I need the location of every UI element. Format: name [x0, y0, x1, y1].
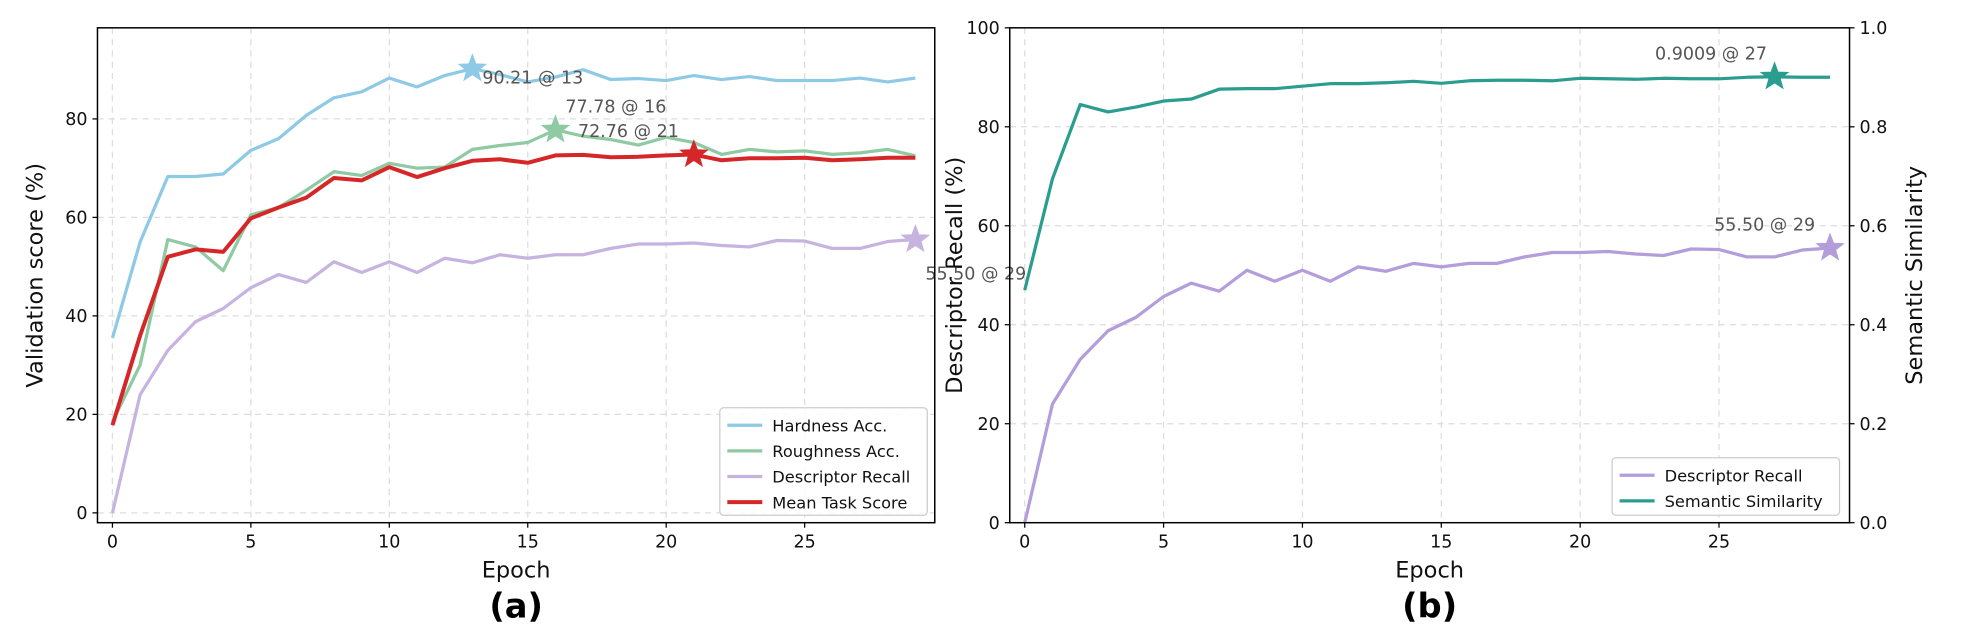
- legend-item: Descriptor Recall: [1619, 466, 1803, 485]
- y-right-tick-label: 0.6: [1860, 217, 1888, 237]
- x-tick-label: 5: [1158, 533, 1169, 553]
- x-axis-label: Epoch: [1395, 558, 1464, 584]
- y-tick-label: 80: [977, 118, 999, 138]
- series-line-hardness-acc-: [110, 67, 916, 339]
- y-tick-label: 0: [76, 504, 87, 524]
- y-tick-label: 80: [65, 110, 87, 130]
- legend-label: Semantic Similarity: [1665, 492, 1823, 511]
- x-tick-label: 0: [107, 533, 118, 553]
- y-right-tick-label: 0.8: [1860, 118, 1888, 138]
- legend-label: Hardness Acc.: [772, 416, 887, 435]
- legend-label: Mean Task Score: [772, 493, 907, 512]
- legend-label: Descriptor Recall: [1665, 466, 1803, 485]
- y-tick-label: 100: [966, 19, 999, 39]
- legend: Descriptor Recall Semantic Similarity: [1611, 457, 1841, 516]
- x-tick-label: 5: [245, 533, 256, 553]
- y-tick-label: 60: [977, 217, 999, 237]
- series-line-semantic-similarity: [1023, 75, 1831, 291]
- y-tick-label: 40: [977, 316, 999, 336]
- axes-frame: [96, 27, 936, 524]
- series-line-roughness-acc-: [111, 128, 916, 423]
- x-tick-label: 20: [1569, 533, 1591, 553]
- best-marker-star: [540, 114, 571, 143]
- legend: Hardness Acc. Roughness Acc. Descriptor Re…: [719, 407, 928, 516]
- x-tick-label: 10: [1291, 533, 1313, 553]
- y-right-tick-label: 1.0: [1860, 19, 1888, 39]
- y-tick-label: 40: [65, 307, 87, 327]
- x-tick-label: 25: [1708, 533, 1730, 553]
- legend-box: [719, 407, 928, 516]
- series-line-descriptor-recall: [110, 237, 916, 514]
- y-tick-label: 20: [65, 406, 87, 426]
- best-marker-star: [900, 223, 931, 253]
- y-tick-label: 60: [65, 209, 87, 229]
- legend-item: Descriptor Recall: [727, 468, 910, 487]
- y-right-tick-label: 0.4: [1860, 316, 1888, 336]
- x-tick-label: 10: [378, 533, 400, 553]
- legend-box: [1611, 457, 1841, 516]
- legend-label: Roughness Acc.: [772, 442, 900, 461]
- panel-b: 0 5 10 15 20 25 0 20 40 60 80 100 0.0 0.2 0.4 0.6 0.8 1.0…: [942, 19, 1928, 626]
- x-tick-label: 0: [1019, 533, 1030, 553]
- legend-item: Semantic Similarity: [1619, 492, 1823, 511]
- axes-frame: [1008, 27, 1851, 524]
- best-annotation: 90.21 @ 13: [482, 69, 583, 89]
- best-marker-star: [679, 139, 709, 168]
- x-tick-label: 15: [517, 533, 539, 553]
- y-tick-label: 20: [977, 415, 999, 435]
- legend-label: Descriptor Recall: [772, 468, 910, 487]
- legend-item: Roughness Acc.: [727, 442, 900, 461]
- y-right-tick-label: 0.0: [1860, 514, 1888, 534]
- series-line-mean-task-score: [110, 152, 916, 426]
- best-marker-star: [1815, 232, 1845, 261]
- panel-a: 0 5 10 15 20 25 0 20 40 60 80 90.21 @ 13 77.78 @ 16 5…: [22, 27, 1026, 626]
- y-axis-label: Validation score (%): [22, 163, 48, 388]
- legend-item: Mean Task Score: [727, 493, 907, 512]
- x-axis-label: Epoch: [482, 558, 551, 584]
- series-line-descriptor-recall: [1023, 246, 1831, 524]
- best-marker-star: [457, 53, 488, 82]
- x-tick-label: 25: [794, 533, 816, 553]
- y-right-tick-label: 0.2: [1860, 415, 1888, 435]
- best-annotation: 77.78 @ 16: [565, 97, 666, 117]
- y-right-axis-label: Semantic Similarity: [1902, 166, 1928, 385]
- best-annotation: 0.9009 @ 27: [1655, 44, 1767, 64]
- panel-label: (b): [1402, 587, 1457, 626]
- x-tick-label: 20: [655, 533, 677, 553]
- legend-item: Hardness Acc.: [727, 416, 887, 435]
- y-axis-label: Descriptor Recall (%): [942, 157, 968, 394]
- best-annotation: 55.50 @ 29: [1714, 216, 1815, 236]
- best-annotation: 55.50 @ 29: [925, 265, 1026, 285]
- best-marker-star: [1759, 61, 1790, 90]
- x-tick-label: 15: [1430, 533, 1452, 553]
- best-annotation: 72.76 @ 21: [578, 122, 679, 142]
- panel-label: (a): [489, 587, 543, 626]
- y-tick-label: 0: [989, 514, 1000, 534]
